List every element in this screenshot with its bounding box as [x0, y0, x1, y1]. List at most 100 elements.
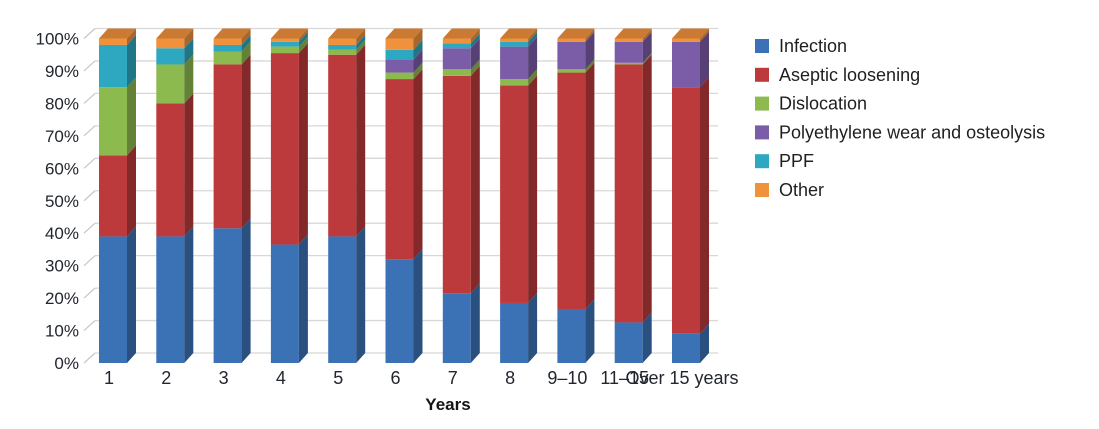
- bar-year-4: [270, 28, 308, 363]
- y-tick-connector: [83, 157, 96, 169]
- legend-item-infection: Infection: [755, 36, 847, 56]
- legend-swatch: [755, 125, 769, 140]
- segment-aseptic-loosening: [500, 85, 529, 303]
- legend-label: Infection: [779, 36, 847, 56]
- legend: Infection Aseptic loosening Dislocation Pol…: [755, 36, 1045, 200]
- y-tick-connector: [83, 60, 96, 72]
- segment-top-face: [328, 28, 366, 39]
- y-axis-tick-label: 0%: [54, 354, 79, 373]
- segment-aseptic-loosening: [442, 75, 471, 294]
- segment-side-face: [298, 234, 308, 363]
- segment-dislocation: [557, 69, 586, 73]
- y-axis-tick-label: 50%: [45, 192, 79, 211]
- segment-side-face: [700, 31, 709, 88]
- segment-side-face: [356, 226, 366, 363]
- segment-dislocation: [270, 46, 299, 54]
- segment-other: [156, 38, 185, 49]
- legend-swatch: [755, 154, 769, 169]
- segment-infection: [156, 236, 185, 363]
- segment-aseptic-loosening: [557, 72, 586, 310]
- segment-side-face: [470, 59, 480, 76]
- segment-side-face: [528, 292, 538, 363]
- segment-side-face: [585, 299, 595, 363]
- segment-infection: [614, 322, 643, 363]
- y-tick-connector: [83, 255, 96, 267]
- legend-item-other: Other: [755, 180, 824, 200]
- segment-other: [614, 38, 643, 42]
- segment-polyethylene-wear-and-osteolysis: [557, 41, 586, 70]
- segment-top-face: [156, 28, 194, 39]
- segment-aseptic-loosening: [385, 79, 414, 260]
- segment-side-face: [470, 28, 480, 44]
- segment-side-face: [642, 312, 652, 363]
- y-axis-tick-label: 40%: [45, 224, 79, 243]
- x-axis-tick-label: 11–15: [600, 368, 649, 388]
- bar-year-9–10: [557, 28, 595, 363]
- segment-side-face: [700, 28, 709, 42]
- segment-top-face: [500, 28, 538, 39]
- bar-year-3: [213, 28, 251, 363]
- segment-infection: [385, 259, 414, 363]
- segment-side-face: [528, 36, 538, 80]
- segment-side-face: [241, 28, 251, 45]
- segment-other: [672, 38, 700, 42]
- segment-side-face: [298, 36, 308, 54]
- bar-year-7: [442, 28, 480, 363]
- x-axis-tick-label: 4: [276, 368, 286, 388]
- segment-ppf: [213, 44, 242, 52]
- segment-infection: [99, 236, 127, 363]
- legend-item-ppf: PPF: [755, 151, 814, 171]
- segment-side-face: [184, 93, 194, 237]
- segment-side-face: [184, 38, 194, 65]
- segment-side-face: [298, 28, 308, 42]
- segment-side-face: [298, 43, 308, 245]
- segment-side-face: [470, 283, 480, 363]
- segment-aseptic-loosening: [614, 64, 643, 323]
- segment-dislocation: [156, 64, 185, 104]
- segment-infection: [500, 302, 529, 363]
- segment-side-face: [528, 28, 538, 42]
- x-axis-tick-label: 7: [448, 368, 458, 388]
- y-tick-connector: [83, 287, 96, 299]
- segment-side-face: [413, 69, 423, 260]
- legend-label: PPF: [779, 151, 814, 171]
- segment-top-face: [442, 28, 480, 39]
- segment-other: [500, 38, 529, 42]
- segment-top-face: [672, 28, 709, 39]
- segment-side-face: [356, 39, 366, 55]
- segment-side-face: [241, 218, 251, 363]
- segment-infection: [270, 244, 299, 363]
- segment-infection: [557, 309, 586, 363]
- segment-dislocation: [328, 49, 357, 55]
- segment-aseptic-loosening: [99, 155, 127, 237]
- x-axis-tick-label: 3: [219, 368, 229, 388]
- segment-other: [270, 38, 299, 42]
- x-axis-tick-label: 6: [390, 368, 400, 388]
- segment-ppf: [156, 48, 185, 65]
- bar-year-8: [500, 28, 538, 363]
- segment-top-face: [99, 28, 136, 39]
- bar-year-Over 15 years: [672, 28, 709, 363]
- y-axis-tick-label: 10%: [45, 322, 79, 341]
- legend-item-polyethylene-wear-and-osteolysis: Polyethylene wear and osteolysis: [755, 122, 1045, 142]
- y-axis-tick-label: 70%: [45, 127, 79, 146]
- segment-polyethylene-wear-and-osteolysis: [614, 41, 643, 63]
- segment-side-face: [356, 28, 366, 45]
- segment-other: [442, 38, 471, 44]
- segment-polyethylene-wear-and-osteolysis: [442, 48, 471, 70]
- x-axis-tick-label: 2: [161, 368, 171, 388]
- legend-label: Other: [779, 180, 824, 200]
- bar-year-11–15: [614, 28, 652, 363]
- segment-ppf: [442, 43, 471, 49]
- segment-side-face: [184, 54, 194, 104]
- y-axis-tick-label: 20%: [45, 289, 79, 308]
- segment-side-face: [642, 31, 652, 63]
- segment-side-face: [585, 31, 595, 70]
- y-tick-connector: [83, 92, 96, 104]
- segment-other: [385, 38, 414, 50]
- legend-label: Dislocation: [779, 94, 867, 114]
- segment-side-face: [356, 44, 366, 237]
- segment-dislocation: [442, 69, 471, 76]
- segment-top-face: [213, 28, 251, 39]
